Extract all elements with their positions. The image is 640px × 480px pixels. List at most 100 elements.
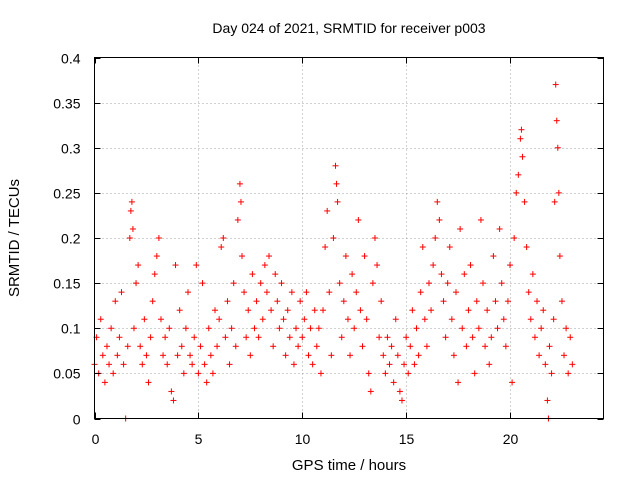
data-point [139,361,146,368]
data-point [261,262,268,269]
data-point [531,334,538,341]
data-point [288,289,295,296]
data-point [477,216,484,223]
data-point [398,397,405,404]
x-tick-label: 20 [503,431,519,447]
y-tick-label: 0.25 [53,186,80,202]
data-point [517,135,524,142]
data-point [567,334,574,341]
data-point [315,325,322,332]
data-point [511,235,518,241]
data-point [421,316,428,323]
data-point [473,298,480,305]
data-point [357,307,364,314]
data-point [299,334,306,341]
data-point [419,244,426,251]
data-point [536,352,543,359]
grid-lines [94,57,604,419]
data-point [303,289,310,296]
data-point [222,334,229,341]
data-point [176,307,183,314]
data-point [548,370,555,377]
data-point [440,298,447,305]
data-point [266,253,273,260]
data-point [411,361,418,368]
x-tick-label: 10 [295,431,311,447]
data-point [496,225,503,232]
data-point [553,117,560,124]
data-point [274,298,281,305]
data-point [126,235,133,241]
data-point [268,307,275,314]
data-point [334,198,341,205]
data-point [552,81,559,88]
data-point [153,253,160,260]
data-point [332,162,339,169]
data-point [459,325,466,332]
data-point [471,370,478,377]
data-point [457,225,464,232]
data-point [143,352,150,359]
data-point [361,253,368,260]
data-point [290,361,297,368]
data-point [450,352,457,359]
data-point [469,334,476,341]
data-point [444,280,451,287]
data-point [563,325,570,332]
data-point [307,325,314,332]
data-point [324,207,331,214]
y-tick-label: 0.05 [53,366,80,382]
data-point [386,361,393,368]
data-point [199,280,206,287]
data-point [554,144,561,151]
data-point [170,397,177,404]
data-point [172,262,179,269]
data-point [382,370,389,377]
data-point [330,235,337,241]
data-point [284,307,291,314]
data-point [182,325,189,332]
data-point [135,262,142,269]
data-point [201,361,208,368]
data-point [149,298,156,305]
data-point [112,298,119,305]
data-point [237,198,244,205]
x-tick-label: 0 [92,431,100,447]
data-point [145,379,152,386]
data-point [276,325,283,332]
data-point [442,334,449,341]
data-point [280,316,287,323]
data-point [124,343,131,350]
data-point [203,379,210,386]
data-point [286,334,293,341]
data-point [428,307,435,314]
data-point [224,298,231,305]
data-point [103,343,110,350]
data-point [561,352,568,359]
data-point [550,316,557,323]
data-point [461,271,468,278]
data-point [333,180,340,187]
data-point [540,307,547,314]
data-point [106,361,113,368]
data-point [317,370,324,377]
data-point [467,262,474,269]
data-point [120,361,127,368]
y-tick-label: 0.4 [61,51,81,67]
data-point [365,370,372,377]
data-point [371,235,378,241]
data-point [417,289,424,296]
data-point [482,343,489,350]
data-point [494,325,501,332]
data-point [243,334,250,341]
data-point [351,325,358,332]
data-point [401,361,408,368]
data-point [538,325,545,332]
data-point [147,334,154,341]
data-point [452,289,459,296]
data-point [241,289,248,296]
data-point [363,316,370,323]
data-point [525,289,532,296]
data-point [305,352,312,359]
data-point [309,361,316,368]
